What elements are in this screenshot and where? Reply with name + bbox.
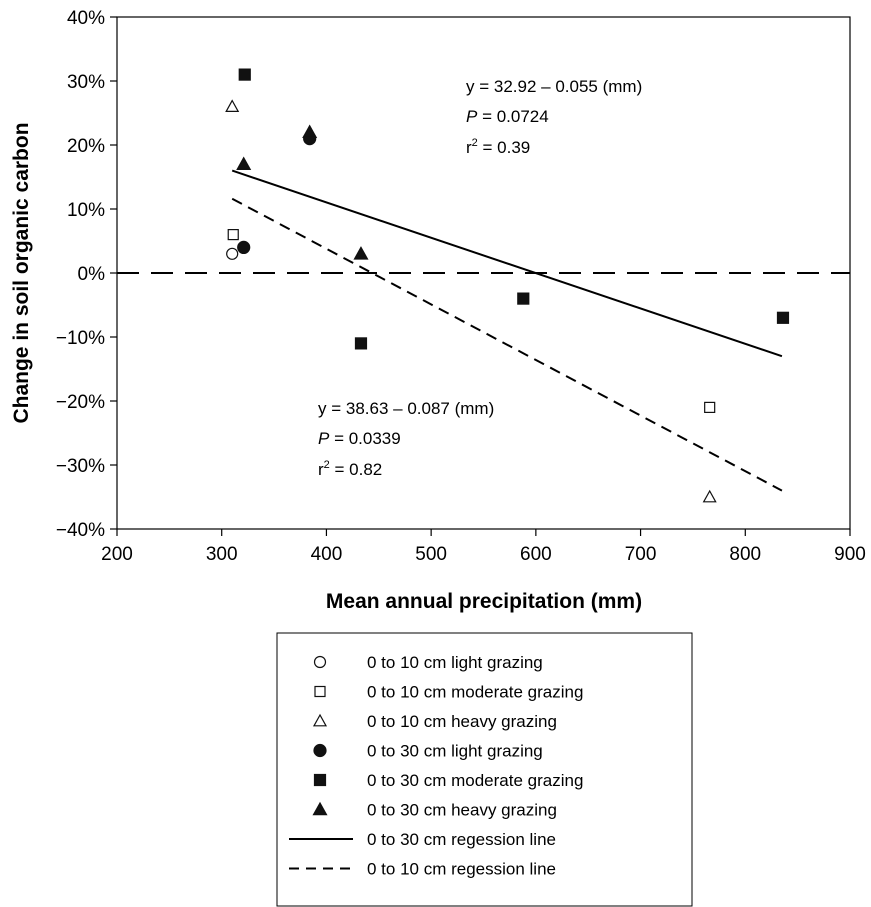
annotation-solid-r2: r2 = 0.39 bbox=[466, 137, 530, 157]
legend-label: 0 to 10 cm heavy grazing bbox=[367, 712, 557, 731]
legend-circle-filled-icon bbox=[313, 743, 327, 758]
legend-label: 0 to 30 cm light grazing bbox=[367, 742, 543, 761]
annotation-dashed-equation: y = 38.63 – 0.087 (mm) bbox=[318, 399, 494, 418]
data-point-square-open bbox=[704, 401, 716, 413]
regression-line-0-30cm bbox=[231, 169, 783, 358]
y-axis-title: Change in soil organic carbon bbox=[10, 122, 33, 423]
y-tick-label: 0% bbox=[78, 264, 106, 285]
legend-triangle-filled-icon bbox=[312, 801, 328, 816]
legend-circle-open-icon bbox=[313, 655, 327, 669]
annotation-solid-p: P = 0.0724 bbox=[466, 107, 549, 126]
data-point-square-filled bbox=[354, 337, 368, 350]
x-tick-label: 500 bbox=[415, 544, 447, 565]
y-tick-label: 10% bbox=[67, 200, 105, 221]
x-tick-label: 400 bbox=[311, 544, 343, 565]
data-point-triangle-filled bbox=[236, 156, 252, 170]
legend-box bbox=[276, 632, 693, 907]
x-axis-title: Mean annual precipitation (mm) bbox=[326, 590, 642, 613]
legend-label: 0 to 30 cm heavy grazing bbox=[367, 801, 557, 820]
x-tick-label: 700 bbox=[625, 544, 657, 565]
x-tick-label: 900 bbox=[834, 544, 866, 565]
legend-label: 0 to 30 cm moderate grazing bbox=[367, 771, 583, 790]
data-points bbox=[225, 68, 790, 503]
y-tick-label: −20% bbox=[56, 392, 105, 413]
x-tick-label: 200 bbox=[101, 544, 133, 565]
annotation-solid: y = 32.92 – 0.055 (mm) P = 0.0724 r2 = 0… bbox=[466, 77, 642, 157]
y-tick-label: −10% bbox=[56, 328, 105, 349]
x-tick-label: 300 bbox=[206, 544, 238, 565]
x-tick-label: 800 bbox=[729, 544, 761, 565]
legend-label: 0 to 10 cm regession line bbox=[367, 860, 556, 879]
x-axis-ticks: 200 300 400 500 600 700 800 900 bbox=[101, 529, 866, 565]
data-point-triangle-open bbox=[702, 489, 717, 503]
data-point-circle-filled bbox=[237, 240, 251, 254]
data-point-square-filled bbox=[517, 292, 530, 305]
annotation-dashed-r2: r2 = 0.82 bbox=[318, 459, 382, 479]
data-point-circle-open bbox=[226, 247, 239, 260]
annotation-solid-equation: y = 32.92 – 0.055 (mm) bbox=[466, 77, 642, 96]
legend-square-filled-icon bbox=[313, 773, 327, 787]
legend-label: 0 to 10 cm moderate grazing bbox=[367, 683, 583, 702]
data-point-triangle-filled bbox=[353, 246, 369, 260]
data-point-triangle-filled bbox=[302, 124, 318, 138]
data-point-square-open bbox=[227, 229, 239, 241]
y-tick-label: 40% bbox=[67, 8, 105, 29]
y-tick-label: 30% bbox=[67, 72, 105, 93]
y-tick-label: 20% bbox=[67, 136, 105, 157]
y-tick-label: −30% bbox=[56, 456, 105, 477]
y-tick-label: −40% bbox=[56, 520, 105, 541]
annotation-dashed-p: P = 0.0339 bbox=[318, 429, 401, 448]
annotation-dashed: y = 38.63 – 0.087 (mm) P = 0.0339 r2 = 0… bbox=[318, 399, 494, 479]
x-tick-label: 600 bbox=[520, 544, 552, 565]
legend: 0 to 10 cm light grazing 0 to 10 cm moder… bbox=[289, 653, 583, 879]
data-point-square-filled bbox=[776, 311, 790, 324]
data-point-triangle-open bbox=[225, 99, 240, 113]
regression-line-0-10cm bbox=[231, 197, 783, 492]
legend-square-open-icon bbox=[314, 685, 326, 698]
legend-label: 0 to 10 cm light grazing bbox=[367, 653, 543, 672]
y-axis-ticks: 40% 30% 20% 10% 0% −10% −20% −30% −40% bbox=[56, 8, 117, 541]
data-point-square-filled bbox=[238, 68, 251, 81]
legend-label: 0 to 30 cm regession line bbox=[367, 830, 556, 849]
regression-lines bbox=[117, 169, 850, 492]
legend-triangle-open-icon bbox=[312, 713, 328, 727]
